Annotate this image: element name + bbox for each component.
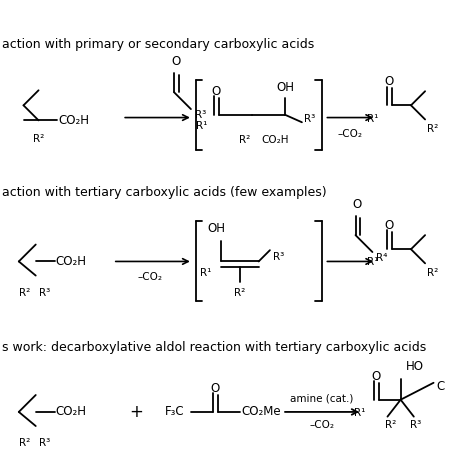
Text: R¹: R¹: [354, 408, 365, 418]
Text: CO₂H: CO₂H: [58, 114, 89, 127]
Text: CO₂Me: CO₂Me: [242, 405, 282, 419]
Text: O: O: [385, 219, 394, 232]
Text: R³: R³: [410, 420, 421, 430]
Text: OH: OH: [207, 222, 225, 235]
Text: O: O: [385, 75, 394, 88]
Text: O: O: [171, 55, 181, 68]
Text: CO₂H: CO₂H: [55, 405, 86, 419]
Text: R²: R²: [385, 420, 396, 430]
Text: R⁴: R⁴: [376, 253, 388, 263]
Text: R¹: R¹: [200, 268, 211, 278]
Text: R²: R²: [427, 268, 438, 278]
Text: R³: R³: [273, 252, 284, 262]
Text: R²: R²: [19, 438, 30, 448]
Text: action with tertiary carboxylic acids (few examples): action with tertiary carboxylic acids (f…: [2, 186, 327, 199]
Text: R²: R²: [19, 288, 30, 298]
Text: +: +: [129, 403, 143, 421]
Text: R³: R³: [304, 114, 315, 125]
Text: OH: OH: [276, 81, 294, 94]
Text: R³: R³: [39, 288, 51, 298]
Text: action with primary or secondary carboxylic acids: action with primary or secondary carboxy…: [2, 37, 314, 51]
Text: O: O: [372, 370, 381, 383]
Text: s work: decarboxylative aldol reaction with tertiary carboxylic acids: s work: decarboxylative aldol reaction w…: [2, 341, 426, 355]
Text: CO₂H: CO₂H: [55, 255, 86, 268]
Text: R²: R²: [239, 136, 250, 146]
Text: C: C: [437, 380, 445, 393]
Text: –CO₂: –CO₂: [138, 273, 163, 283]
Text: CO₂H: CO₂H: [262, 136, 289, 146]
Text: R¹: R¹: [196, 121, 207, 131]
Text: O: O: [353, 198, 362, 210]
Text: R¹: R¹: [367, 257, 378, 267]
Text: F₃C: F₃C: [164, 405, 184, 419]
Text: O: O: [211, 382, 220, 395]
Text: –CO₂: –CO₂: [337, 128, 362, 138]
Text: –CO₂: –CO₂: [309, 420, 334, 430]
Text: HO: HO: [406, 360, 424, 374]
Text: R³: R³: [195, 110, 206, 120]
Text: R¹: R¹: [367, 113, 378, 124]
Text: O: O: [212, 85, 221, 98]
Text: R³: R³: [39, 438, 51, 448]
Text: R²: R²: [234, 288, 246, 298]
Text: amine (cat.): amine (cat.): [290, 394, 353, 404]
Text: R²: R²: [33, 134, 44, 144]
Text: R²: R²: [427, 124, 438, 134]
